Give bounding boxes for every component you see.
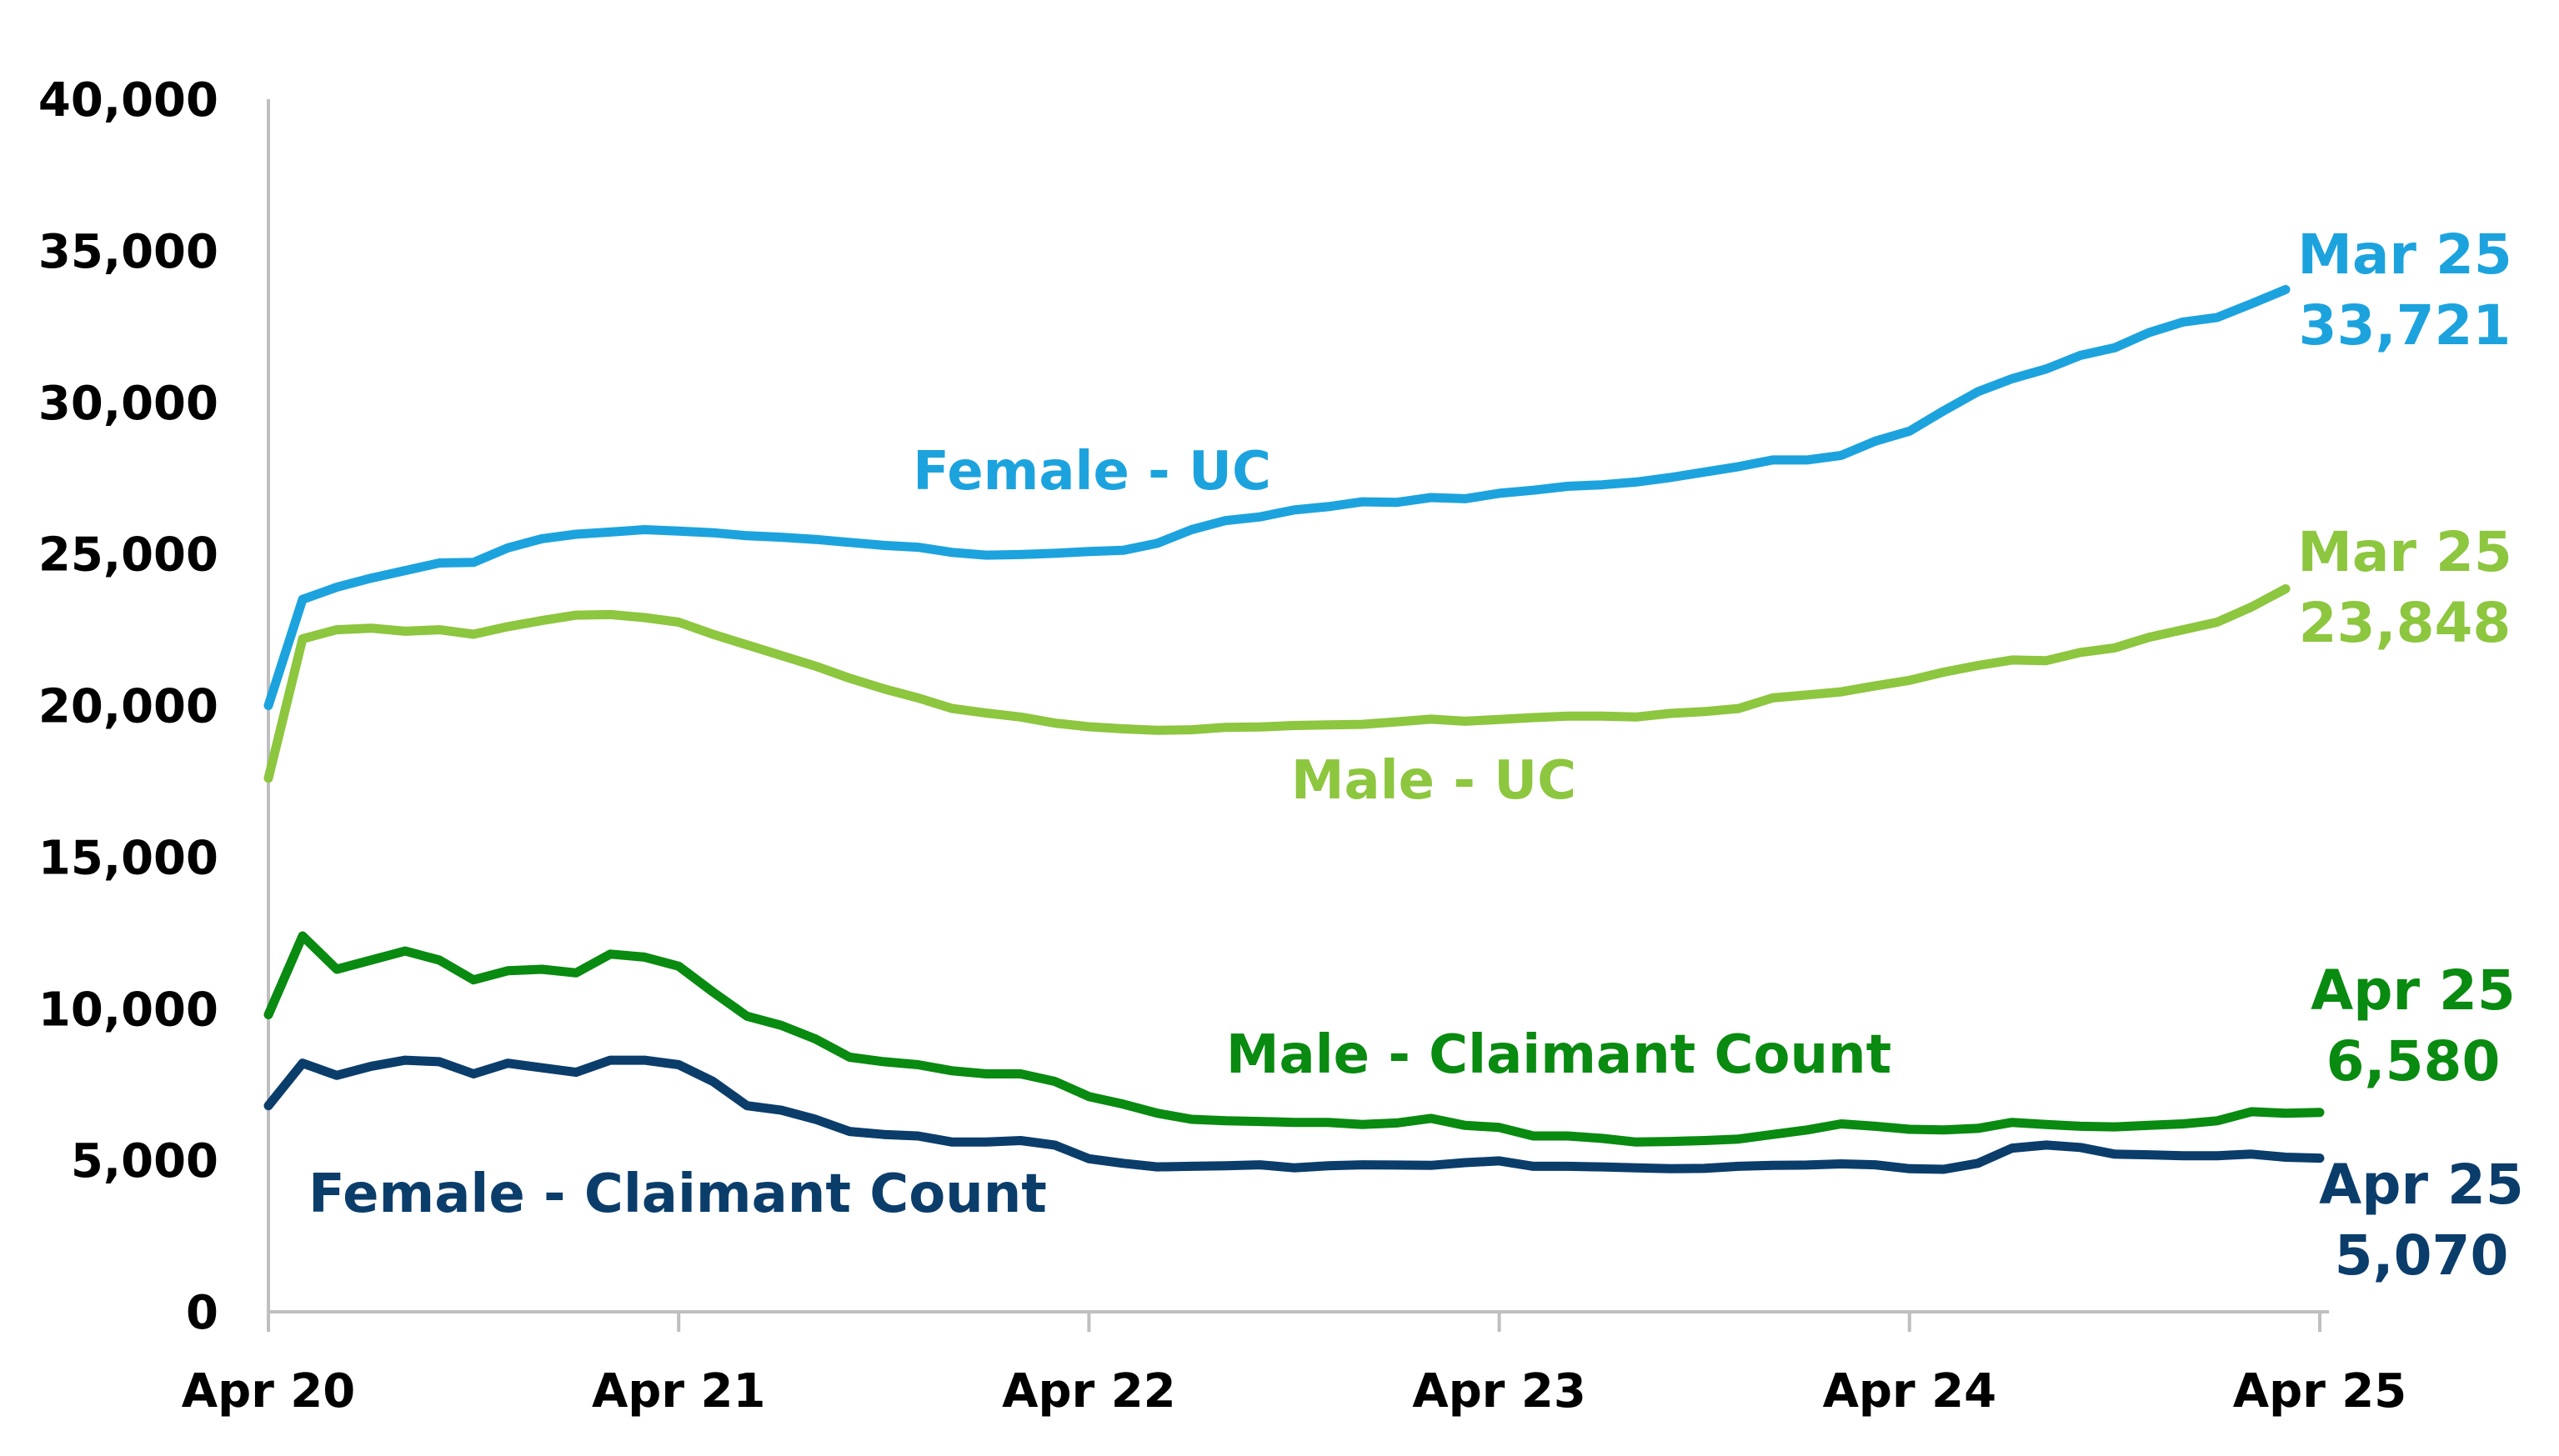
y-tick-label: 15,000 — [38, 831, 218, 885]
series-name-male-claimant-count: Male - Claimant Count — [1226, 1024, 1891, 1086]
series-name-female-uc: Female - UC — [913, 441, 1271, 503]
series-line-female-uc — [263, 284, 2291, 710]
end-label-value-male-claimant-count: 6,580 — [2326, 1029, 2501, 1093]
x-tick-label: Apr 23 — [1412, 1364, 1585, 1418]
x-tick-label: Apr 20 — [182, 1364, 355, 1418]
y-tick-label: 20,000 — [38, 680, 218, 734]
series-name-female-claimant-count: Female - Claimant Count — [308, 1163, 1047, 1225]
series-name-male-uc: Male - UC — [1291, 750, 1576, 812]
end-label-value-male-uc: 23,848 — [2299, 591, 2511, 655]
series-line-male-uc — [263, 584, 2291, 783]
y-tick-label: 10,000 — [38, 983, 218, 1037]
end-label-date-female-claimant-count: Apr 25 — [2319, 1153, 2524, 1217]
axes: 0 5,000 10,000 15,000 20,000 25,000 30,000 35,0… — [38, 73, 2406, 1418]
series-lines — [263, 284, 2325, 1174]
y-tick-label: 0 — [186, 1286, 218, 1340]
y-tick-label: 5,000 — [71, 1134, 218, 1188]
series-line-female-claimant-count — [263, 1055, 2325, 1174]
y-tick-label: 30,000 — [38, 377, 218, 431]
x-tick-label: Apr 24 — [1823, 1364, 1996, 1418]
end-label-value-female-uc: 33,721 — [2299, 293, 2511, 358]
end-label-date-male-claimant-count: Apr 25 — [2311, 958, 2516, 1023]
x-tick-label: Apr 25 — [2233, 1364, 2406, 1418]
series-line-male-claimant-count — [263, 931, 2325, 1147]
y-tick-label: 25,000 — [38, 528, 218, 583]
end-label-value-female-claimant-count: 5,070 — [2335, 1223, 2509, 1288]
series-labels: Female - UC Male - UC Male - Claimant Coun… — [308, 223, 2524, 1288]
y-tick-label: 35,000 — [38, 225, 218, 279]
end-label-date-female-uc: Mar 25 — [2297, 223, 2512, 287]
x-tick-label: Apr 22 — [1002, 1364, 1175, 1418]
end-label-date-male-uc: Mar 25 — [2297, 520, 2512, 584]
y-tick-label: 40,000 — [38, 73, 218, 128]
x-tick-label: Apr 21 — [592, 1364, 765, 1418]
